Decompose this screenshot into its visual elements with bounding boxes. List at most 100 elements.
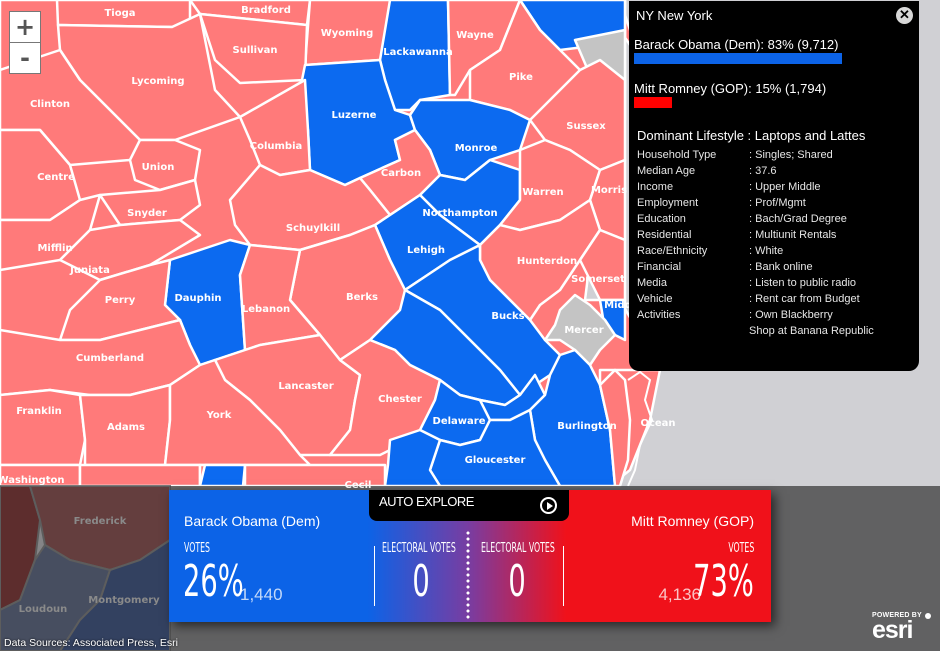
esri-brand: esri [872, 616, 913, 644]
lifestyle-row: Financial: Bank online [637, 261, 813, 273]
svg-text:Mifflin: Mifflin [37, 243, 72, 254]
lifestyle-row: Shop at Banana Republic [749, 325, 874, 337]
svg-text:Schuylkill: Schuylkill [286, 223, 340, 234]
county-ocean [598, 368, 632, 488]
svg-text:Berks: Berks [346, 292, 378, 303]
svg-text:Lackawanna: Lackawanna [383, 47, 452, 58]
gop-electoral-votes: 0 [508, 556, 526, 607]
svg-text:York: York [206, 410, 232, 421]
svg-text:Franklin: Franklin [16, 406, 62, 417]
gop-votes-label: VOTES [728, 541, 754, 556]
lifestyle-row: Media: Listen to public radio [637, 277, 857, 289]
svg-text:Gloucester: Gloucester [465, 455, 526, 466]
auto-explore-label: AUTO EXPLORE [379, 494, 474, 509]
svg-text:Perry: Perry [105, 295, 136, 306]
lifestyle-row: Employment: Prof/Mgmt [637, 197, 806, 209]
svg-text:Cecil: Cecil [345, 480, 372, 491]
play-icon[interactable] [540, 497, 557, 514]
svg-text:Dauphin: Dauphin [175, 293, 222, 304]
county-franklin [0, 388, 87, 467]
esri-logo[interactable]: POWERED BY esri [872, 612, 934, 644]
svg-text:Cumberland: Cumberland [76, 353, 144, 364]
popup-gop-bar [634, 97, 672, 108]
zoom-in-button[interactable]: + [10, 12, 40, 43]
lifestyle-row: Education: Bach/Grad Degree [637, 213, 847, 225]
svg-text:Loudoun: Loudoun [19, 604, 68, 615]
svg-text:Carbon: Carbon [381, 168, 421, 179]
lifestyle-row: Activities: Own Blackberry [637, 309, 833, 321]
svg-text:Frederick: Frederick [74, 516, 127, 527]
svg-text:Wayne: Wayne [456, 30, 494, 41]
county-baltimore-blue [198, 463, 247, 488]
dem-electoral-votes: 0 [412, 556, 430, 607]
popup-gop-result: Mitt Romney (GOP): 15% (1,794) [634, 81, 827, 96]
lifestyle-row: Income: Upper Middle [637, 181, 821, 193]
svg-text:Union: Union [142, 162, 175, 173]
svg-text:Lancaster: Lancaster [278, 381, 333, 392]
svg-text:Luzerne: Luzerne [332, 110, 377, 121]
lifestyle-row: Race/Ethnicity: White [637, 245, 784, 257]
gop-candidate-name: Mitt Romney (GOP) [631, 513, 754, 529]
county-mercer [543, 293, 617, 367]
svg-text:Bucks: Bucks [491, 311, 524, 322]
svg-text:Mercer: Mercer [564, 325, 603, 336]
county-york [163, 358, 312, 467]
dem-vote-count: 1,440 [240, 585, 283, 604]
close-icon[interactable]: ✕ [896, 7, 913, 24]
divider [374, 546, 375, 606]
divider [563, 546, 564, 606]
gop-vote-count: 4,136 [658, 585, 701, 604]
svg-text:Centre: Centre [37, 172, 75, 183]
dem-votes-label: VOTES [184, 541, 210, 556]
svg-text:Clinton: Clinton [30, 99, 70, 110]
county-info-popup: NY New York ✕ Barack Obama (Dem): 83% (9… [629, 1, 919, 371]
svg-text:Sussex: Sussex [566, 121, 606, 132]
svg-text:Delaware: Delaware [433, 416, 486, 427]
svg-text:Somerset: Somerset [571, 274, 625, 285]
svg-text:Monroe: Monroe [455, 143, 498, 154]
lifestyle-row: Median Age: 37.6 [637, 165, 777, 177]
svg-text:Columbia: Columbia [250, 141, 303, 152]
svg-text:Sullivan: Sullivan [233, 45, 278, 56]
svg-text:Lehigh: Lehigh [407, 245, 445, 256]
lifestyle-row: Household Type: Singles; Shared [637, 149, 833, 161]
svg-text:Warren: Warren [522, 187, 563, 198]
popup-dem-result: Barack Obama (Dem): 83% (9,712) [634, 37, 839, 52]
svg-text:Chester: Chester [378, 394, 422, 405]
svg-text:Pike: Pike [509, 72, 533, 83]
lifestyle-row: Residential: Multiunit Rentals [637, 229, 837, 241]
powered-by-label: POWERED BY [872, 612, 934, 619]
popup-title: NY New York [636, 8, 713, 23]
svg-text:Burlington: Burlington [557, 421, 617, 432]
lifestyle-heading: Dominant Lifestyle : Laptops and Lattes [637, 128, 866, 143]
county-frederick-top [78, 463, 202, 488]
svg-text:Juniata: Juniata [69, 265, 110, 276]
svg-text:Washington: Washington [0, 475, 64, 486]
dem-candidate-name: Barack Obama (Dem) [184, 513, 321, 529]
results-panel: AUTO EXPLORE Barack Obama (Dem) VOTES 26… [169, 490, 771, 622]
popup-dem-bar [634, 53, 842, 64]
lifestyle-row: Vehicle: Rent car from Budget [637, 293, 860, 305]
dem-vote-percent: 26% [183, 556, 244, 607]
zoom-out-button[interactable]: - [20, 44, 30, 72]
svg-text:Hunterdon: Hunterdon [517, 256, 577, 267]
svg-text:Morris: Morris [591, 185, 627, 196]
county-mifflin [0, 193, 102, 272]
svg-text:Montgomery: Montgomery [88, 595, 160, 606]
svg-text:Tioga: Tioga [104, 8, 135, 19]
svg-text:Bradford: Bradford [241, 5, 291, 16]
svg-text:Lebanon: Lebanon [242, 304, 290, 315]
gop-vote-percent: 73% [693, 556, 754, 607]
svg-text:Wyoming: Wyoming [321, 28, 374, 39]
county-camden-area [383, 428, 442, 488]
auto-explore-button[interactable]: AUTO EXPLORE [369, 490, 569, 521]
svg-text:Snyder: Snyder [127, 208, 167, 219]
zoom-control: + - [9, 11, 41, 74]
dotted-divider [466, 530, 470, 620]
svg-text:Lycoming: Lycoming [131, 76, 184, 87]
dem-electoral-label: ELECTORAL VOTES [382, 541, 456, 556]
data-attribution: Data Sources: Associated Press, Esri [4, 637, 178, 649]
svg-text:Adams: Adams [107, 422, 145, 433]
gop-electoral-label: ELECTORAL VOTES [481, 541, 555, 556]
svg-text:Midd: Midd [604, 300, 632, 311]
